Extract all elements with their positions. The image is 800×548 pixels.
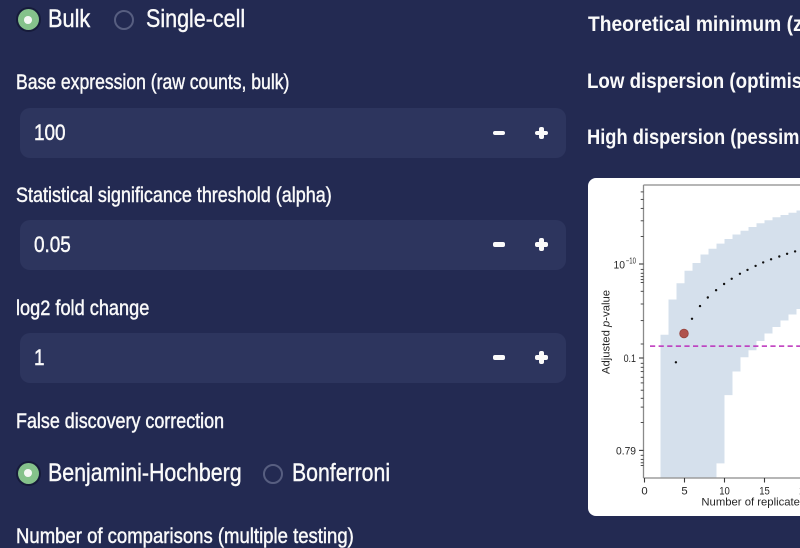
svg-text:−10: −10 [625, 257, 636, 266]
svg-text:15: 15 [759, 485, 770, 497]
svg-text:0.79: 0.79 [616, 445, 636, 457]
svg-text:10: 10 [613, 259, 625, 271]
svg-text:20: 20 [799, 485, 800, 497]
svg-text:0.1: 0.1 [623, 353, 635, 365]
svg-text:Number of replicates: Number of replicates [701, 496, 800, 508]
svg-text:10: 10 [719, 485, 730, 497]
svg-text:5: 5 [681, 485, 687, 497]
svg-text:0: 0 [641, 485, 647, 497]
svg-text:Adjusted p-value: Adjusted p-value [600, 290, 612, 374]
